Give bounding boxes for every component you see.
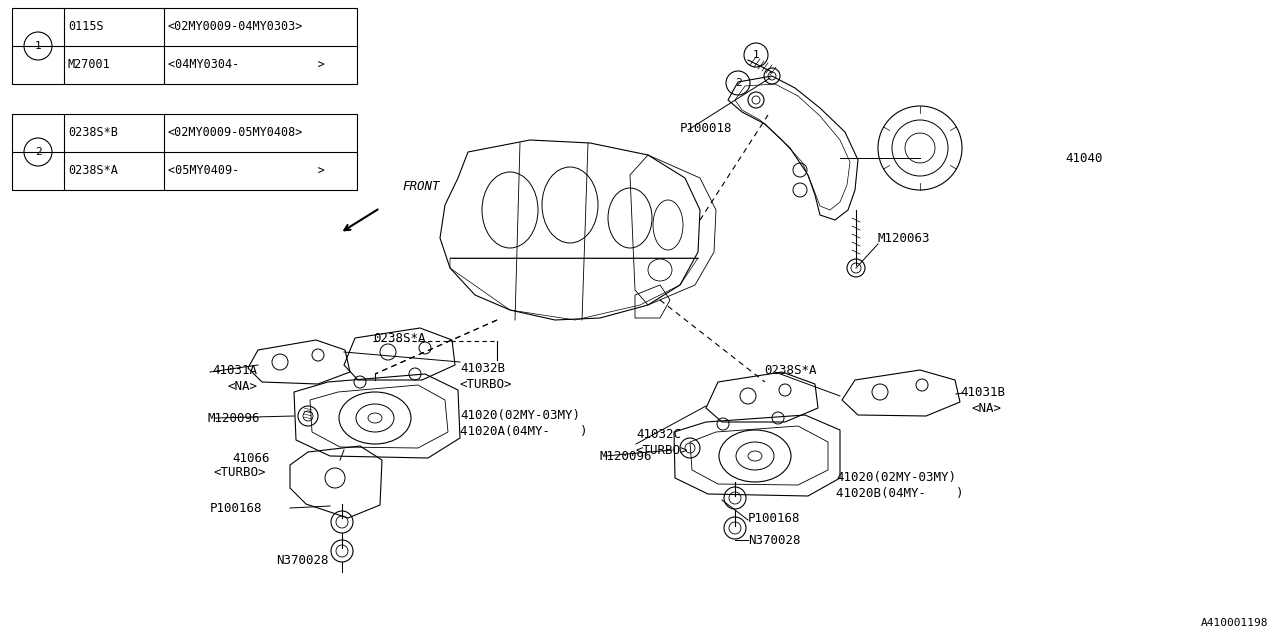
Text: 41040: 41040 [1065, 152, 1102, 164]
Text: <TURBO>: <TURBO> [636, 444, 689, 456]
Bar [12, 8, 357, 84]
Text: 2: 2 [35, 147, 41, 157]
Text: <NA>: <NA> [972, 401, 1002, 415]
Bar [12, 114, 357, 190]
Text: 1: 1 [753, 50, 759, 60]
Text: <TURBO>: <TURBO> [460, 378, 512, 390]
Text: 0238S*A: 0238S*A [372, 333, 425, 346]
Text: 2: 2 [735, 78, 741, 88]
Text: M27001: M27001 [68, 58, 111, 72]
Text: 0238S*A: 0238S*A [764, 364, 817, 376]
Text: <TURBO>: <TURBO> [214, 467, 266, 479]
Text: 41020(02MY-03MY): 41020(02MY-03MY) [836, 472, 956, 484]
Text: M120096: M120096 [207, 412, 261, 424]
Text: FRONT: FRONT [402, 180, 439, 193]
Text: 0238S*A: 0238S*A [68, 164, 118, 177]
Text: P100168: P100168 [210, 502, 262, 515]
Text: A410001198: A410001198 [1201, 618, 1268, 628]
Text: N370028: N370028 [748, 534, 800, 547]
Text: 41066: 41066 [232, 451, 270, 465]
Text: <04MY0304-           >: <04MY0304- > [168, 58, 325, 72]
Text: N370028: N370028 [276, 554, 329, 566]
Text: 41020A(04MY-    ): 41020A(04MY- ) [460, 424, 588, 438]
Text: <02MY0009-04MY0303>: <02MY0009-04MY0303> [168, 20, 303, 33]
Text: 41020(02MY-03MY): 41020(02MY-03MY) [460, 408, 580, 422]
Text: 1: 1 [35, 41, 41, 51]
Text: <05MY0409-           >: <05MY0409- > [168, 164, 325, 177]
Text: M120063: M120063 [878, 232, 931, 244]
Text: 0238S*B: 0238S*B [68, 127, 118, 140]
Text: <NA>: <NA> [228, 380, 259, 392]
Text: P100018: P100018 [680, 122, 732, 134]
Text: M120096: M120096 [600, 449, 653, 463]
Text: 41020B(04MY-    ): 41020B(04MY- ) [836, 488, 964, 500]
Text: 41032C: 41032C [636, 428, 681, 440]
Text: P100168: P100168 [748, 511, 800, 525]
Text: 41031A: 41031A [212, 364, 257, 376]
Text: 0115S: 0115S [68, 20, 104, 33]
Text: 41032B: 41032B [460, 362, 506, 374]
Text: 41031B: 41031B [960, 387, 1005, 399]
Text: <02MY0009-05MY0408>: <02MY0009-05MY0408> [168, 127, 303, 140]
